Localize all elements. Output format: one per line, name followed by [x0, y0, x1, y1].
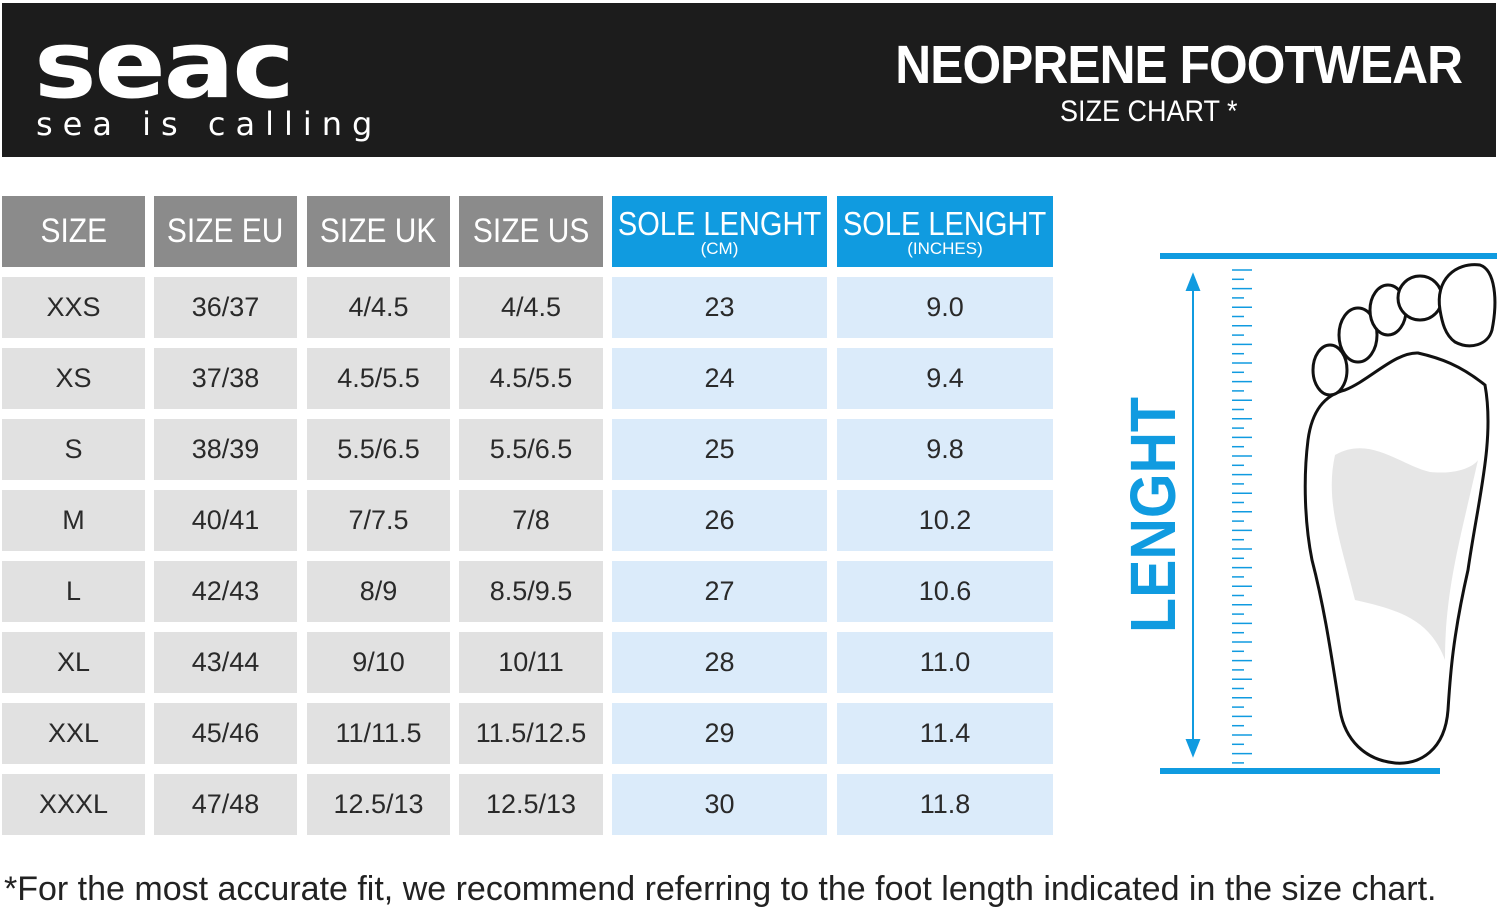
column-header-label: SOLE LENGHT	[617, 204, 822, 242]
table-cell: 4/4.5	[459, 277, 603, 338]
top-measure-line	[1160, 253, 1497, 259]
table-cell: XL	[2, 632, 145, 693]
table-cell: 27	[612, 561, 827, 622]
column-header-label: SIZE	[40, 212, 107, 250]
column-header: SOLE LENGHT (INCHES)	[837, 196, 1053, 267]
column-header-label: SOLE LENGHT	[843, 204, 1047, 242]
column-header: SIZE US	[459, 196, 603, 267]
bottom-measure-line	[1160, 768, 1440, 774]
table-cell: 5.5/6.5	[459, 419, 603, 480]
table-cell: 9.8	[837, 419, 1053, 480]
table-cell: 10.2	[837, 490, 1053, 551]
table-cell: 9.4	[837, 348, 1053, 409]
ruler-ticks	[1232, 269, 1252, 764]
length-label-text: LENGHT	[1117, 397, 1187, 633]
column-header-unit: (INCHES)	[907, 238, 983, 258]
table-cell: 11.5/12.5	[459, 703, 603, 764]
table-cell: 5.5/6.5	[307, 419, 450, 480]
table-cell: M	[2, 490, 145, 551]
table-cell: 4.5/5.5	[459, 348, 603, 409]
column-header-label: SIZE EU	[167, 212, 284, 250]
brand-tagline: sea is calling	[36, 105, 383, 143]
table-cell: 9/10	[307, 632, 450, 693]
column-header: SIZE	[2, 196, 145, 267]
table-cell: 11.0	[837, 632, 1053, 693]
table-cell: 11.4	[837, 703, 1053, 764]
table-cell: 11.8	[837, 774, 1053, 835]
length-label: LENGHT	[1117, 397, 1187, 633]
table-cell: XXL	[2, 703, 145, 764]
column-header-label: SIZE US	[472, 212, 590, 250]
arch-shading	[1331, 448, 1478, 660]
table-cell: 36/37	[154, 277, 297, 338]
table-cell: 25	[612, 419, 827, 480]
brand-logo: seac	[34, 11, 295, 120]
table-cell: 12.5/13	[459, 774, 603, 835]
page-subtitle: SIZE CHART *	[1060, 95, 1238, 128]
table-cell: 42/43	[154, 561, 297, 622]
table-cell: 28	[612, 632, 827, 693]
table-cell: 40/41	[154, 490, 297, 551]
column-header: SIZE UK	[307, 196, 450, 267]
table-cell: 24	[612, 348, 827, 409]
arrow-icon	[1185, 272, 1201, 758]
table-cell: 37/38	[154, 348, 297, 409]
table-cell: 43/44	[154, 632, 297, 693]
table-cell: 30	[612, 774, 827, 835]
table-cell: 23	[612, 277, 827, 338]
table-cell: 45/46	[154, 703, 297, 764]
column-header: SIZE EU	[154, 196, 297, 267]
table-cell: 4.5/5.5	[307, 348, 450, 409]
table-cell: 47/48	[154, 774, 297, 835]
table-cell: XXXL	[2, 774, 145, 835]
column-header: SOLE LENGHT (CM)	[612, 196, 827, 267]
table-cell: 7/7.5	[307, 490, 450, 551]
foot-diagram	[1160, 253, 1497, 774]
toes	[1311, 263, 1497, 397]
table-cell: XS	[2, 348, 145, 409]
foot-outline	[1303, 351, 1490, 765]
table-cell: 10.6	[837, 561, 1053, 622]
column-header-unit: (CM)	[700, 238, 739, 258]
table-cell: 11/11.5	[307, 703, 450, 764]
table-cell: L	[2, 561, 145, 622]
table-cell: 7/8	[459, 490, 603, 551]
column-header-label: SIZE UK	[320, 212, 437, 250]
table-cell: S	[2, 419, 145, 480]
table-cell: 9.0	[837, 277, 1053, 338]
table-cell: 8.5/9.5	[459, 561, 603, 622]
header-bar: seac sea is calling	[2, 3, 1496, 157]
table-cell: 38/39	[154, 419, 297, 480]
footnote: *For the most accurate fit, we recommend…	[4, 870, 1437, 908]
table-cell: XXS	[2, 277, 145, 338]
page-title: NEOPRENE FOOTWEAR	[895, 35, 1463, 95]
table-cell: 29	[612, 703, 827, 764]
table-cell: 12.5/13	[307, 774, 450, 835]
table-cell: 26	[612, 490, 827, 551]
table-cell: 10/11	[459, 632, 603, 693]
table-cell: 4/4.5	[307, 277, 450, 338]
table-cell: 8/9	[307, 561, 450, 622]
